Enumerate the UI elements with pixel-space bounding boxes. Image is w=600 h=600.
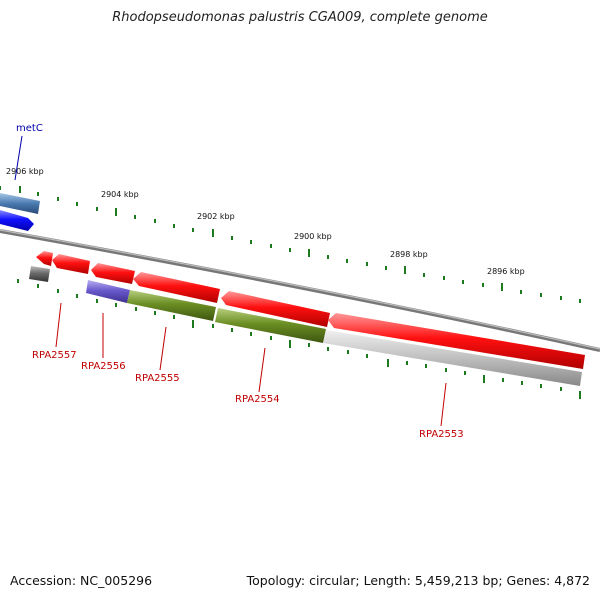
gene-label-rpa2554: RPA2554 <box>235 394 280 405</box>
cds-rpa2557[interactable] <box>36 251 53 266</box>
metC-leader-line <box>14 135 23 181</box>
map-title: Rhodopseudomonas palustris CGA009, compl… <box>112 10 488 25</box>
scale-label-2904: 2904 kbp <box>101 190 139 199</box>
cds-rpa2553[interactable] <box>328 313 585 369</box>
genome-backbone-highlight <box>0 229 600 350</box>
scale-label-2902: 2902 kbp <box>197 212 235 221</box>
scale-label-2898: 2898 kbp <box>390 250 428 259</box>
cog-olive-block-2[interactable] <box>215 308 326 343</box>
cog-light-block[interactable] <box>323 330 582 386</box>
gene-label-rpa2556: RPA2556 <box>81 361 126 372</box>
scale-label-2900: 2900 kbp <box>294 232 332 241</box>
gene-metC-steel-bar[interactable] <box>0 193 40 214</box>
cog-gray-small[interactable] <box>29 266 50 282</box>
cds-rpa2556[interactable] <box>52 254 90 274</box>
cds-track <box>36 251 585 369</box>
gene-blue-arrow[interactable] <box>0 210 34 231</box>
cds-rpa2555[interactable] <box>91 263 135 284</box>
inner-scale-ticks <box>17 279 581 399</box>
accession-text: Accession: NC_005296 <box>10 573 153 588</box>
genome-backbone <box>0 229 600 352</box>
gene-label-rpa2553: RPA2553 <box>419 429 464 440</box>
cog-olive-block-1[interactable] <box>127 290 216 321</box>
scale-label-2896: 2896 kbp <box>487 267 525 276</box>
cds-rpa2554-b[interactable] <box>221 291 330 327</box>
scale-label-2906: 2906 kbp <box>6 167 44 176</box>
gene-label-rpa2555: RPA2555 <box>135 373 180 384</box>
gene-label-rpa2557: RPA2557 <box>32 350 77 361</box>
cog-track <box>29 266 582 386</box>
topology-text: Topology: circular; Length: 5,459,213 bp… <box>246 573 590 588</box>
gene-label-metC: metC <box>16 123 43 134</box>
cog-purple-block[interactable] <box>86 280 130 303</box>
cds-rpa2554-a[interactable] <box>133 272 220 303</box>
gene-leader-lines <box>55 302 447 427</box>
outer-scale-ticks <box>0 186 581 303</box>
